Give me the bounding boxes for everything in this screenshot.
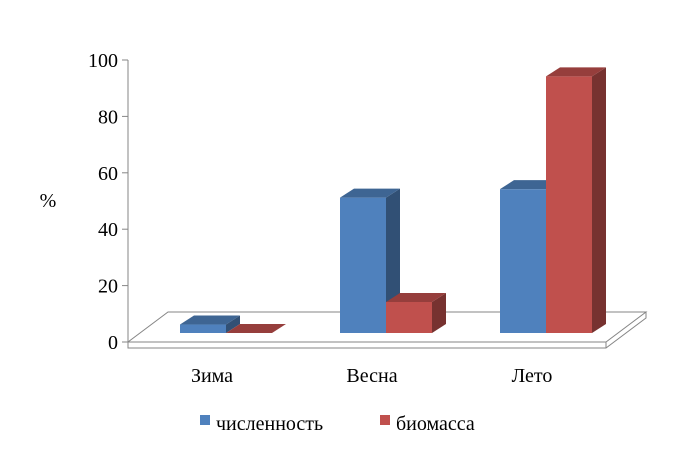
legend-label: численность (216, 413, 323, 435)
y-tick-label: 0 (108, 332, 118, 354)
bar (386, 292, 446, 333)
x-axis-labels: Зима Весна Лето (191, 365, 552, 387)
bar (340, 188, 400, 333)
legend-swatch (380, 415, 390, 425)
legend-swatch (200, 415, 210, 425)
bar-top (546, 67, 606, 77)
bar-top (226, 324, 286, 333)
bar-front (180, 324, 226, 333)
bar-top (386, 292, 446, 302)
bar-side (592, 67, 606, 333)
bars (180, 67, 606, 333)
y-axis-label: % (40, 190, 57, 212)
legend-item: численность (200, 413, 323, 435)
bar-top (500, 180, 560, 190)
y-tick-label: 20 (98, 276, 118, 298)
legend: численность биомасса (200, 413, 475, 435)
y-tick-label: 40 (98, 219, 118, 241)
bar-side (226, 315, 240, 333)
legend-item: биомасса (380, 413, 475, 435)
bar (546, 67, 606, 333)
x-tick-label: Зима (191, 365, 233, 387)
y-axis: 0 20 40 60 80 100 (88, 50, 129, 354)
bar (226, 324, 286, 333)
y-tick-label: 100 (88, 50, 118, 72)
bar-top (340, 188, 400, 198)
bar-front (386, 301, 432, 333)
bar-front (546, 76, 592, 333)
bar-front (340, 197, 386, 333)
y-tick-label: 60 (98, 163, 118, 185)
bar-top (180, 315, 240, 325)
y-tick-label: 80 (98, 106, 118, 128)
x-tick-label: Весна (346, 365, 397, 387)
bar (180, 315, 240, 333)
legend-label: биомасса (396, 413, 475, 435)
bar-side (432, 292, 446, 333)
x-tick-label: Лето (512, 365, 553, 387)
bar-front (500, 189, 546, 333)
